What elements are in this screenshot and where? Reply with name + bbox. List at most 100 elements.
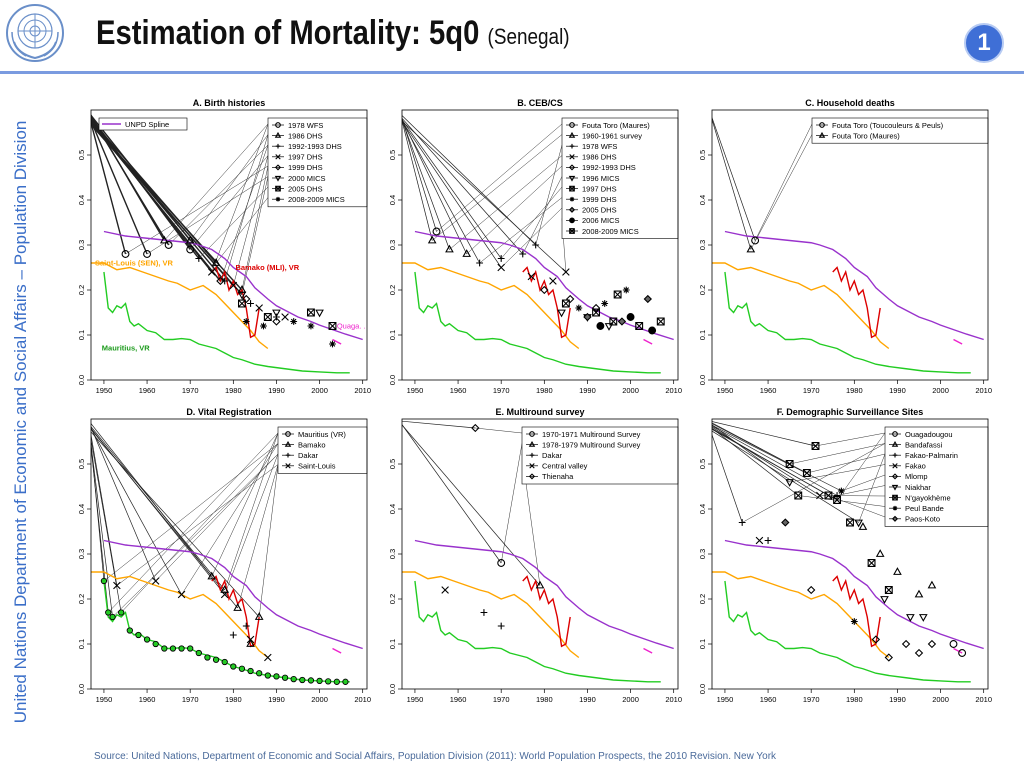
series-saint-louis — [402, 262, 580, 350]
x-tick-label: 2010 — [975, 386, 992, 395]
series-mauritius — [724, 271, 971, 374]
header-divider — [0, 71, 1024, 74]
data-point — [575, 304, 583, 312]
y-tick-label: 0.2 — [388, 285, 397, 295]
fan-line — [91, 118, 148, 255]
chart-panel-1: A. Birth histories 1950 1960 1970 1980 1990 20… — [77, 98, 371, 395]
x-tick-label: 1970 — [182, 386, 199, 395]
legend-marker — [568, 131, 576, 138]
data-point — [329, 340, 336, 348]
data-point-fill — [110, 614, 115, 620]
leader-line — [116, 464, 279, 586]
legend-label: Fouta Toro (Maures) — [582, 121, 650, 130]
fan-line — [712, 423, 808, 474]
fan-line — [402, 420, 476, 429]
data-point — [105, 609, 112, 616]
fan-line — [91, 427, 182, 595]
page-subtitle: (Senegal) — [487, 24, 570, 49]
fan-line — [402, 120, 567, 273]
y-tick-label: 0.5 — [77, 150, 86, 160]
y-tick-label: 0.3 — [77, 240, 86, 250]
leader-line — [224, 134, 269, 282]
leader-line — [500, 186, 563, 259]
data-point — [281, 313, 289, 321]
data-point — [601, 300, 609, 307]
chart-title: C. Household deaths — [805, 98, 895, 108]
fan-line — [712, 428, 838, 501]
legend-label: 1978 WFS — [288, 121, 323, 130]
data-point — [221, 277, 229, 285]
y-tick-label: 0.2 — [77, 594, 86, 604]
leader-line — [211, 123, 269, 273]
x-tick-label: 1960 — [450, 695, 467, 704]
data-point — [242, 294, 251, 304]
series-unpd-spline — [724, 230, 984, 341]
data-point — [143, 636, 151, 643]
fan-line — [712, 433, 743, 523]
legend-marker — [275, 196, 281, 202]
data-point — [328, 322, 337, 330]
data-point — [195, 255, 203, 262]
data-point-fill — [162, 646, 167, 651]
x-tick-label: 2000 — [932, 386, 949, 395]
fan-line — [91, 426, 157, 582]
legend-label: 1986 DHS — [582, 153, 617, 162]
data-point-fill — [118, 610, 124, 615]
legend-marker — [569, 122, 575, 128]
data-point — [906, 614, 915, 622]
legend-label: Fakao-Palmarin — [905, 451, 958, 460]
x-tick-label: 1970 — [803, 386, 820, 395]
legend-marker — [892, 505, 898, 511]
data-point-fill — [213, 657, 219, 662]
fan-line — [402, 120, 480, 264]
data-point — [325, 678, 332, 685]
x-tick-label: 1990 — [268, 695, 285, 704]
data-point — [290, 675, 297, 683]
data-point — [290, 318, 298, 325]
y-tick-label: 0.4 — [388, 504, 397, 514]
leader-line — [798, 495, 886, 507]
fan-line — [712, 118, 752, 250]
legend-label: Fouta Toro (Maures) — [832, 131, 900, 140]
legend-label: 1986 DHS — [288, 131, 323, 140]
data-point-fill — [127, 628, 133, 633]
data-point — [540, 285, 549, 295]
legend-marker — [275, 143, 281, 149]
legend-label: Ouagadougou — [905, 430, 953, 439]
legend-marker — [892, 431, 898, 437]
leader-line — [258, 464, 279, 618]
data-point — [126, 627, 133, 634]
data-point — [764, 537, 772, 544]
data-point — [207, 268, 216, 276]
legend-label: 1997 DHS — [288, 153, 323, 162]
y-tick-label: 0.5 — [77, 459, 86, 469]
data-point-fill — [153, 641, 158, 647]
x-tick-label: 1970 — [493, 386, 510, 395]
legend-label: Central valley — [542, 462, 588, 471]
data-point — [109, 613, 116, 621]
leader-line — [750, 134, 813, 250]
x-tick-label: 1970 — [493, 695, 510, 704]
y-tick-label: 0.1 — [77, 639, 86, 649]
data-point — [794, 491, 803, 500]
data-point — [143, 250, 152, 258]
x-tick-label: 1970 — [803, 695, 820, 704]
leader-line — [789, 443, 886, 465]
chart-panel-3: C. Household deaths 1950 1960 1970 1980 1990 2… — [698, 98, 992, 395]
data-point-fill — [300, 677, 305, 683]
chart-title: D. Vital Registration — [186, 407, 271, 417]
data-point — [785, 460, 794, 468]
leader-line — [181, 443, 279, 595]
fan-line — [402, 118, 450, 250]
x-tick-label: 1990 — [889, 695, 906, 704]
legend-label: Dakar — [298, 451, 319, 460]
data-point — [927, 580, 937, 589]
data-point — [159, 235, 169, 244]
data-point — [875, 549, 885, 557]
data-point — [229, 631, 237, 639]
data-point — [230, 663, 237, 670]
y-tick-label: 0.4 — [698, 504, 707, 514]
data-point — [854, 519, 863, 528]
series-ouagadougou — [332, 338, 342, 345]
